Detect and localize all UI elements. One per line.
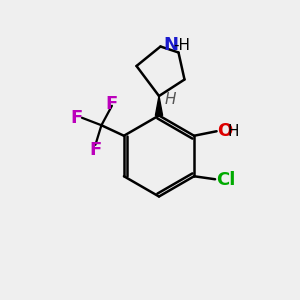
Text: H: H: [164, 92, 176, 107]
Text: H: H: [228, 124, 239, 139]
Text: F: F: [106, 95, 118, 113]
Text: F: F: [70, 109, 83, 127]
Text: F: F: [89, 141, 102, 159]
Text: Cl: Cl: [216, 171, 235, 189]
Text: -H: -H: [173, 38, 190, 53]
Text: N: N: [163, 36, 178, 54]
Text: O: O: [218, 122, 233, 140]
Polygon shape: [155, 96, 163, 116]
